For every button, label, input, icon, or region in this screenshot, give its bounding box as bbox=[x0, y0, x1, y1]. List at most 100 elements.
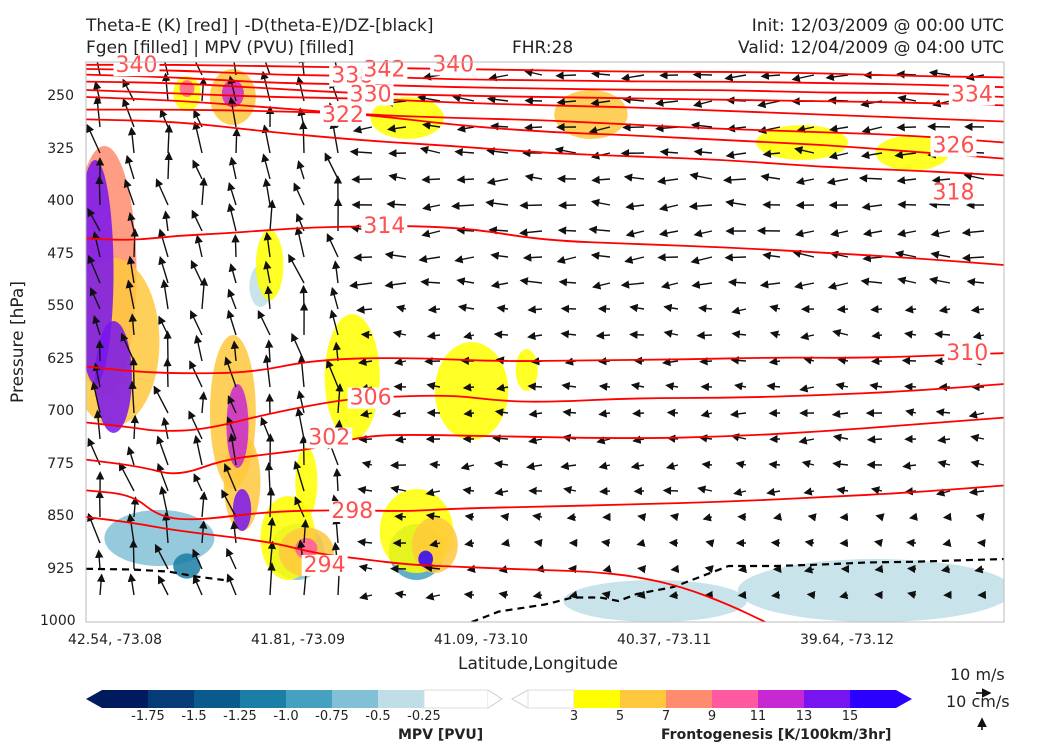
vector-arrow bbox=[662, 486, 679, 495]
vector-arrow bbox=[869, 382, 883, 391]
vector-arrow bbox=[519, 201, 543, 210]
contour-label: 322 bbox=[322, 103, 364, 128]
fgen-colorbar-extend-high bbox=[896, 690, 912, 708]
vector-arrow bbox=[632, 409, 645, 418]
vector-arrow bbox=[601, 590, 611, 600]
vector-arrow bbox=[894, 150, 917, 159]
vector-arrow bbox=[622, 95, 645, 104]
mpv-colorbar-tick: -0.75 bbox=[315, 709, 349, 724]
vector-arrow bbox=[361, 460, 373, 469]
vector-arrow bbox=[829, 124, 849, 133]
vector-arrow bbox=[590, 69, 611, 79]
vector-arrow bbox=[871, 331, 883, 340]
vector-arrow bbox=[970, 459, 985, 468]
vector-arrow bbox=[194, 234, 203, 258]
vector-arrow bbox=[126, 513, 135, 544]
vector-arrow bbox=[588, 225, 611, 234]
vector-arrow bbox=[129, 356, 138, 388]
vector-arrow bbox=[669, 512, 679, 522]
mpv-colorbar-tick: -0.25 bbox=[407, 709, 441, 724]
vector-arrow bbox=[555, 71, 577, 80]
vector-arrow bbox=[636, 590, 646, 599]
vector-arrow bbox=[907, 590, 917, 599]
vector-arrow bbox=[532, 591, 543, 600]
vector-arrow bbox=[794, 281, 815, 290]
vector-arrow bbox=[908, 512, 918, 521]
vector-arrow bbox=[598, 382, 611, 391]
vector-arrow bbox=[188, 410, 203, 440]
vector-arrow bbox=[806, 590, 816, 600]
stability-contour bbox=[86, 567, 224, 582]
vector-arrow bbox=[226, 547, 237, 570]
mpv-colorbar-segment bbox=[240, 690, 286, 708]
vector-arrow bbox=[968, 487, 985, 496]
vector-arrow bbox=[931, 175, 951, 185]
mpv-colorbar-segment bbox=[102, 690, 148, 708]
vector-arrow bbox=[527, 331, 543, 341]
vector-arrow bbox=[394, 512, 407, 521]
vector-arrow bbox=[934, 330, 951, 339]
vector-arrow bbox=[429, 460, 441, 469]
vector-arrow bbox=[693, 229, 713, 238]
vector-arrow bbox=[800, 332, 815, 341]
mpv-colorbar-segment bbox=[378, 690, 424, 708]
vector-arrow bbox=[494, 487, 509, 497]
vector-arrow bbox=[288, 253, 305, 284]
vector-arrow bbox=[930, 250, 951, 260]
vector-arrow bbox=[122, 78, 135, 102]
fgen-region bbox=[295, 447, 318, 517]
theta-e-contour bbox=[86, 383, 1004, 432]
vector-arrow bbox=[426, 331, 441, 340]
vector-arrow bbox=[191, 209, 203, 232]
vector-arrow bbox=[226, 309, 237, 336]
contour-label: 314 bbox=[363, 214, 405, 239]
vector-arrow bbox=[494, 408, 509, 417]
vector-arrow bbox=[762, 149, 781, 159]
vector-arrow bbox=[862, 228, 883, 238]
vector-arrow bbox=[299, 120, 308, 154]
vector-arrow bbox=[803, 356, 815, 365]
fgen-colorbar-tick: 7 bbox=[661, 709, 671, 724]
theta-e-contours bbox=[86, 63, 1004, 622]
vector-arrow bbox=[561, 381, 577, 391]
fgen-colorbar-segment bbox=[666, 690, 712, 708]
y-tick-label: 250 bbox=[47, 88, 74, 104]
vector-arrow bbox=[725, 198, 747, 208]
vector-arrow bbox=[358, 435, 373, 444]
vector-arrow bbox=[390, 485, 407, 494]
vector-arrow bbox=[825, 72, 849, 82]
y-tick-label: 550 bbox=[47, 298, 74, 314]
vector-arrow bbox=[961, 253, 985, 262]
vector-arrow bbox=[724, 73, 747, 82]
vector-arrow bbox=[636, 538, 646, 547]
vector-arrow bbox=[896, 176, 917, 185]
vector-arrow bbox=[87, 207, 101, 232]
vector-arrow bbox=[392, 329, 407, 339]
vector-arrow bbox=[735, 460, 747, 469]
vector-arrow bbox=[873, 538, 883, 548]
vector-arrow bbox=[417, 94, 441, 103]
fgen-colorbar-tick: 15 bbox=[841, 709, 859, 724]
vector-arrow bbox=[760, 173, 781, 182]
circulation-vectors bbox=[86, 62, 987, 601]
contour-label-bg bbox=[361, 216, 408, 238]
vector-arrow bbox=[930, 229, 951, 238]
vector-arrow bbox=[231, 234, 240, 258]
vector-arrow bbox=[451, 201, 475, 211]
vector-arrow bbox=[394, 435, 407, 444]
vector-arrow bbox=[122, 97, 135, 128]
vector-arrow bbox=[560, 461, 577, 471]
vector-arrow bbox=[658, 228, 679, 238]
x-tick-label: 41.81, -73.09 bbox=[250, 632, 346, 648]
vector-arrow bbox=[155, 178, 169, 206]
y-tick-label: 625 bbox=[47, 350, 74, 367]
y-tick-label: 475 bbox=[47, 245, 74, 262]
vector-arrow bbox=[490, 122, 509, 131]
vector-arrow bbox=[300, 519, 310, 544]
vector-arrow bbox=[164, 151, 173, 180]
vector-arrow bbox=[590, 251, 611, 260]
fgen-colorbar-tick: 9 bbox=[707, 709, 717, 724]
vector-arrow bbox=[524, 173, 543, 182]
vector-arrow bbox=[698, 304, 713, 313]
vector-arrow bbox=[486, 95, 509, 104]
